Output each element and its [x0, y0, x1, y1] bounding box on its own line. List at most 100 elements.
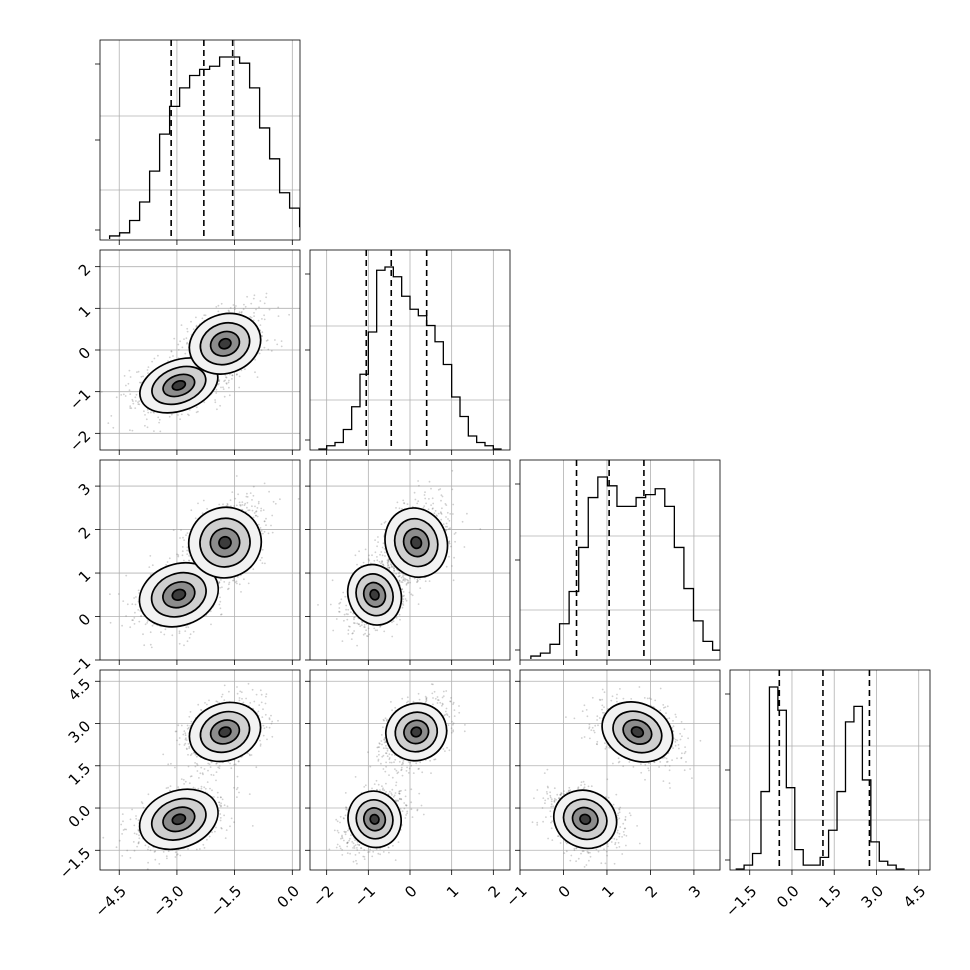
- density-fill: [370, 589, 380, 600]
- histogram-step: [108, 56, 300, 239]
- scatter-point: [265, 296, 267, 299]
- scatter-point: [131, 429, 134, 432]
- scatter-point: [225, 383, 228, 385]
- density-fill: [218, 536, 232, 549]
- scatter-point: [435, 514, 438, 517]
- scatter-point: [145, 418, 148, 421]
- scatter-point: [260, 530, 263, 532]
- scatter-point: [416, 578, 419, 581]
- scatter-point: [414, 498, 417, 501]
- scatter-point: [238, 375, 241, 378]
- scatter-point: [246, 295, 249, 298]
- scatter-point: [254, 358, 256, 361]
- scatter-point: [186, 549, 189, 552]
- y-tick-label: −1: [66, 385, 94, 413]
- scatter-point: [218, 581, 221, 584]
- scatter-point: [453, 533, 456, 535]
- scatter-point: [226, 504, 229, 506]
- scatter-point: [349, 625, 351, 628]
- scatter-point: [395, 573, 398, 575]
- scatter-point: [227, 309, 230, 312]
- scatter-point: [109, 593, 111, 596]
- histogram-step: [318, 266, 502, 450]
- scatter-point: [398, 613, 401, 616]
- scatter-point: [431, 508, 434, 510]
- scatter-point: [445, 516, 447, 518]
- scatter-point: [186, 330, 189, 333]
- scatter-point: [176, 553, 178, 556]
- scatter-point: [216, 408, 218, 411]
- scatter-point: [188, 555, 191, 557]
- scatter-point: [135, 400, 137, 402]
- scatter-point: [128, 389, 131, 392]
- scatter-point: [265, 292, 268, 295]
- scatter-point: [263, 482, 266, 485]
- scatter-point: [432, 507, 434, 510]
- scatter-point: [181, 550, 184, 553]
- scatter-point: [263, 530, 266, 533]
- scatter-point: [347, 613, 349, 616]
- scatter-point: [252, 516, 255, 519]
- y-tick-label: 0: [75, 344, 94, 363]
- scatter-point: [379, 562, 382, 565]
- scatter-point: [396, 501, 399, 504]
- scatter-point: [448, 542, 451, 545]
- scatter-point: [168, 557, 171, 560]
- scatter-point: [377, 541, 379, 543]
- scatter-point: [413, 491, 416, 494]
- scatter-point: [146, 369, 149, 371]
- scatter-point: [251, 509, 254, 512]
- scatter-point: [204, 314, 207, 317]
- scatter-point: [195, 325, 198, 328]
- scatter-point: [101, 390, 103, 393]
- scatter-point: [449, 513, 452, 515]
- scatter-point: [436, 515, 438, 517]
- scatter-point: [186, 546, 189, 549]
- scatter-point: [270, 524, 272, 527]
- scatter-point: [368, 633, 371, 636]
- scatter-point: [257, 319, 260, 322]
- scatter-point: [146, 620, 149, 622]
- scatter-point: [220, 613, 222, 616]
- scatter-point: [364, 632, 366, 635]
- scatter-point: [270, 350, 273, 352]
- scatter-point: [133, 623, 136, 625]
- scatter-point: [239, 504, 242, 506]
- scatter-point: [371, 554, 373, 557]
- scatter-point: [445, 529, 448, 531]
- scatter-point: [446, 511, 449, 514]
- scatter-point: [430, 504, 432, 506]
- contour-line: [199, 321, 251, 366]
- scatter-point: [137, 370, 140, 373]
- contour-line: [151, 365, 207, 406]
- scatter-point: [403, 594, 405, 597]
- scatter-point: [131, 398, 134, 401]
- scatter-point: [249, 492, 252, 494]
- scatter-point: [254, 505, 256, 508]
- scatter-point: [138, 403, 141, 406]
- scatter-point: [117, 593, 120, 595]
- scatter-point: [444, 525, 447, 528]
- scatter-point: [397, 575, 400, 578]
- scatter-point: [229, 307, 232, 309]
- scatter-point: [125, 574, 128, 577]
- scatter-point: [251, 499, 253, 501]
- scatter-point: [391, 566, 394, 568]
- scatter-point: [230, 505, 232, 508]
- scatter-point: [110, 415, 113, 417]
- scatter-point: [125, 384, 127, 387]
- scatter-point: [137, 609, 140, 611]
- scatter-point: [440, 518, 443, 521]
- scatter-point: [250, 302, 253, 305]
- scatter-point: [146, 426, 149, 429]
- scatter-point: [233, 308, 236, 311]
- scatter-point: [237, 576, 239, 578]
- scatter-point: [380, 551, 383, 553]
- scatter-point: [422, 507, 425, 509]
- scatter-point: [250, 316, 253, 319]
- scatter-point: [147, 411, 150, 414]
- scatter-point: [107, 422, 110, 424]
- scatter-point: [390, 565, 393, 568]
- scatter-point: [151, 360, 154, 363]
- scatter-point: [129, 376, 132, 378]
